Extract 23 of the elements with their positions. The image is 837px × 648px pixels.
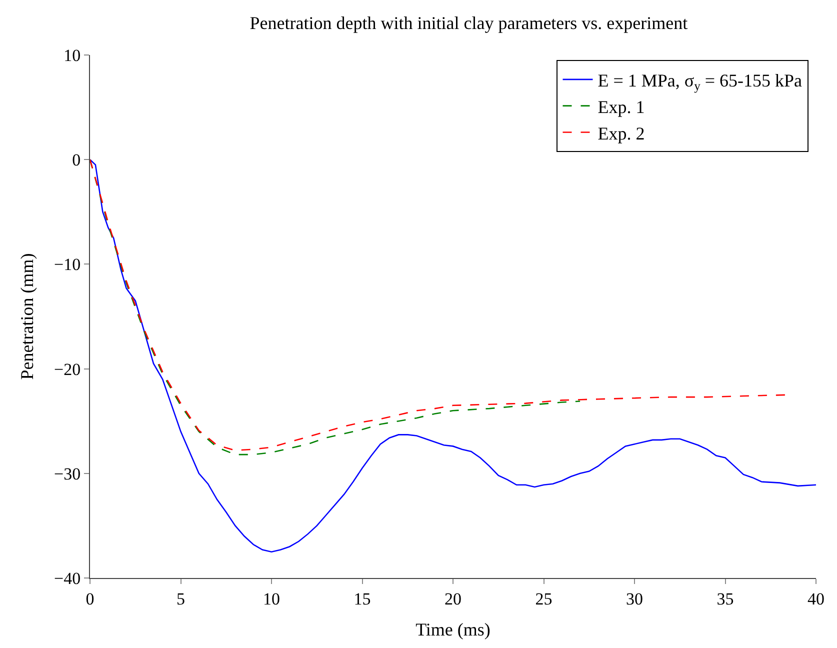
y-tick-label: −30 [54, 464, 81, 484]
x-tick-label: 40 [808, 589, 824, 608]
y-tick-label: 0 [72, 150, 81, 170]
x-tick-label: 20 [444, 589, 462, 608]
x-axis-title: Time (ms) [416, 620, 490, 640]
y-tick-label: −10 [54, 255, 81, 274]
x-tick-label: 35 [716, 589, 734, 608]
x-tick-label: 10 [263, 589, 280, 608]
chart-title: Penetration depth with initial clay parameters vs. experiment [250, 12, 688, 33]
y-axis-title: Penetration (mm) [17, 253, 38, 380]
x-tick-label: 0 [86, 589, 94, 608]
y-tick-label: −40 [54, 568, 81, 588]
x-tick-label: 15 [354, 589, 371, 608]
x-tick-label: 25 [535, 589, 552, 608]
line-series [90, 158, 786, 452]
x-tick-label: 5 [176, 589, 185, 608]
legend-label: E = 1 MPa, σ$_{y}$ = 65-155 kPa [598, 70, 802, 94]
x-tick-label: 30 [626, 589, 643, 608]
y-tick-label: −20 [54, 360, 81, 379]
y-tick-label: 10 [64, 46, 81, 65]
legend-label: Exp. 2 [598, 123, 645, 144]
legend-label: Exp. 1 [598, 96, 645, 117]
line-series [90, 158, 816, 552]
